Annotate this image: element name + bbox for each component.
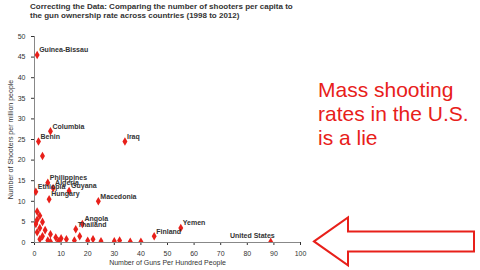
svg-text:35: 35: [18, 95, 26, 102]
svg-text:Iraq: Iraq: [127, 133, 140, 141]
svg-text:Guinea-Bissau: Guinea-Bissau: [39, 46, 88, 53]
svg-text:0: 0: [33, 250, 37, 257]
svg-text:10: 10: [18, 198, 26, 205]
svg-text:Macedonia: Macedonia: [100, 193, 136, 200]
svg-text:Philippines: Philippines: [49, 174, 88, 181]
svg-text:10: 10: [57, 250, 65, 257]
svg-text:100: 100: [295, 250, 307, 257]
svg-text:50: 50: [164, 250, 172, 257]
svg-text:Benin: Benin: [40, 133, 59, 140]
svg-text:Yemen: Yemen: [183, 219, 206, 226]
svg-text:5: 5: [22, 218, 26, 225]
svg-text:80: 80: [243, 250, 251, 257]
html-text:Mass shooting rates in the U.S: Mass shooting rates in the U.S. is a lie: [318, 78, 469, 149]
svg-text:70: 70: [217, 250, 225, 257]
svg-text:45: 45: [18, 53, 26, 60]
svg-text:30: 30: [110, 250, 118, 257]
svg-text:Ethiopia: Ethiopia: [37, 183, 66, 191]
svg-text:40: 40: [18, 74, 26, 81]
svg-text:0: 0: [22, 239, 26, 246]
svg-text:20: 20: [84, 250, 92, 257]
svg-text:90: 90: [270, 250, 278, 257]
svg-text:Angola: Angola: [84, 215, 109, 223]
svg-text:40: 40: [137, 250, 145, 257]
svg-text:60: 60: [190, 250, 198, 257]
svg-text:Number of Guns Per Hundred Peo: Number of Guns Per Hundred People: [109, 259, 226, 267]
svg-text:Guyana: Guyana: [71, 182, 97, 190]
svg-text:United States: United States: [230, 232, 275, 239]
svg-text:15: 15: [18, 177, 26, 184]
svg-text:Columbia: Columbia: [52, 123, 84, 130]
svg-text:50: 50: [18, 33, 26, 40]
svg-text:Hungary: Hungary: [51, 190, 80, 198]
svg-text:30: 30: [18, 115, 26, 122]
svg-text:Number of Shooters per million: Number of Shooters per million people: [7, 80, 15, 200]
svg-text:Thailand: Thailand: [78, 221, 107, 228]
svg-text:Finland: Finland: [156, 228, 181, 235]
svg-text:20: 20: [18, 156, 26, 163]
svg-text:25: 25: [18, 136, 26, 143]
html-text:Correcting the Data: Comparing: Correcting the Data: Comparing the numbe…: [30, 2, 293, 20]
